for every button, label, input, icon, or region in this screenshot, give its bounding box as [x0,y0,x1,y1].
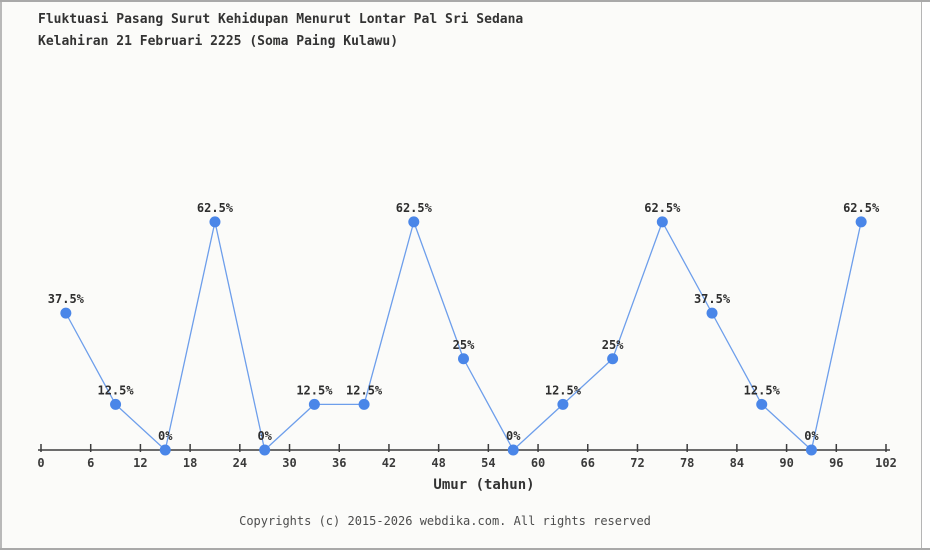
data-point-label: 25% [602,338,624,352]
x-tick-label: 0 [37,456,44,470]
x-tick-label: 60 [531,456,545,470]
data-point-label: 0% [804,429,819,443]
data-point-marker [458,353,469,365]
copyright-text: Copyrights (c) 2015-2026 webdika.com. Al… [239,514,651,528]
x-tick-label: 72 [630,456,644,470]
data-point-label: 12.5% [744,383,781,397]
data-point-marker [308,398,320,410]
x-axis-title: Umur (tahun) [433,477,534,493]
data-point-marker [358,398,370,410]
data-point-label: 12.5% [296,383,333,397]
series-line [65,221,862,451]
x-tick-label: 54 [481,456,495,470]
data-point-label: 12.5% [545,383,582,397]
data-point-marker [159,444,171,456]
x-tick-label: 48 [431,456,445,470]
chart-title-line1: Fluktuasi Pasang Surut Kehidupan Menurut… [38,12,524,27]
data-point-label: 62.5% [644,201,681,215]
x-tick-label: 36 [332,456,346,470]
data-point-label: 0% [257,429,272,443]
chart-title-line2: Kelahiran 21 Februari 2225 (Soma Paing K… [38,34,399,49]
data-point-marker [408,216,420,228]
data-point-marker [656,216,668,228]
data-point-label: 12.5% [97,383,134,397]
x-tick-label: 90 [779,456,793,470]
data-point-label: 0% [506,429,521,443]
data-point-label: 12.5% [346,383,383,397]
data-point-marker [259,444,271,456]
bottom-border-line [0,548,930,550]
data-point-marker [60,307,72,319]
data-point-label: 37.5% [694,292,731,306]
data-point-label: 25% [453,338,475,352]
data-point-marker [507,444,519,456]
x-tick-label: 78 [680,456,694,470]
data-point-marker [607,353,619,365]
x-tick-label: 96 [829,456,843,470]
data-point-marker [209,216,221,228]
data-point-marker [855,216,867,228]
top-border-line [0,0,930,2]
x-tick-label: 30 [282,456,296,470]
x-tick-label: 12 [133,456,147,470]
data-point-label: 37.5% [48,292,85,306]
data-point-label: 62.5% [396,201,433,215]
data-point-marker [706,307,718,319]
x-tick-label: 102 [875,456,897,470]
data-point-marker [805,444,817,456]
data-point-marker [557,398,569,410]
data-point-marker [756,398,768,410]
x-tick-label: 84 [730,456,744,470]
x-tick-label: 66 [581,456,595,470]
data-point-label: 0% [158,429,173,443]
x-tick-label: 24 [233,456,247,470]
chart-title: Fluktuasi Pasang Surut Kehidupan Menurut… [38,9,523,53]
x-tick-label: 6 [87,456,94,470]
data-point-label: 62.5% [197,201,234,215]
x-tick-label: 42 [382,456,396,470]
data-point-marker [110,398,122,410]
data-point-label: 62.5% [843,201,880,215]
x-tick-label: 18 [183,456,197,470]
